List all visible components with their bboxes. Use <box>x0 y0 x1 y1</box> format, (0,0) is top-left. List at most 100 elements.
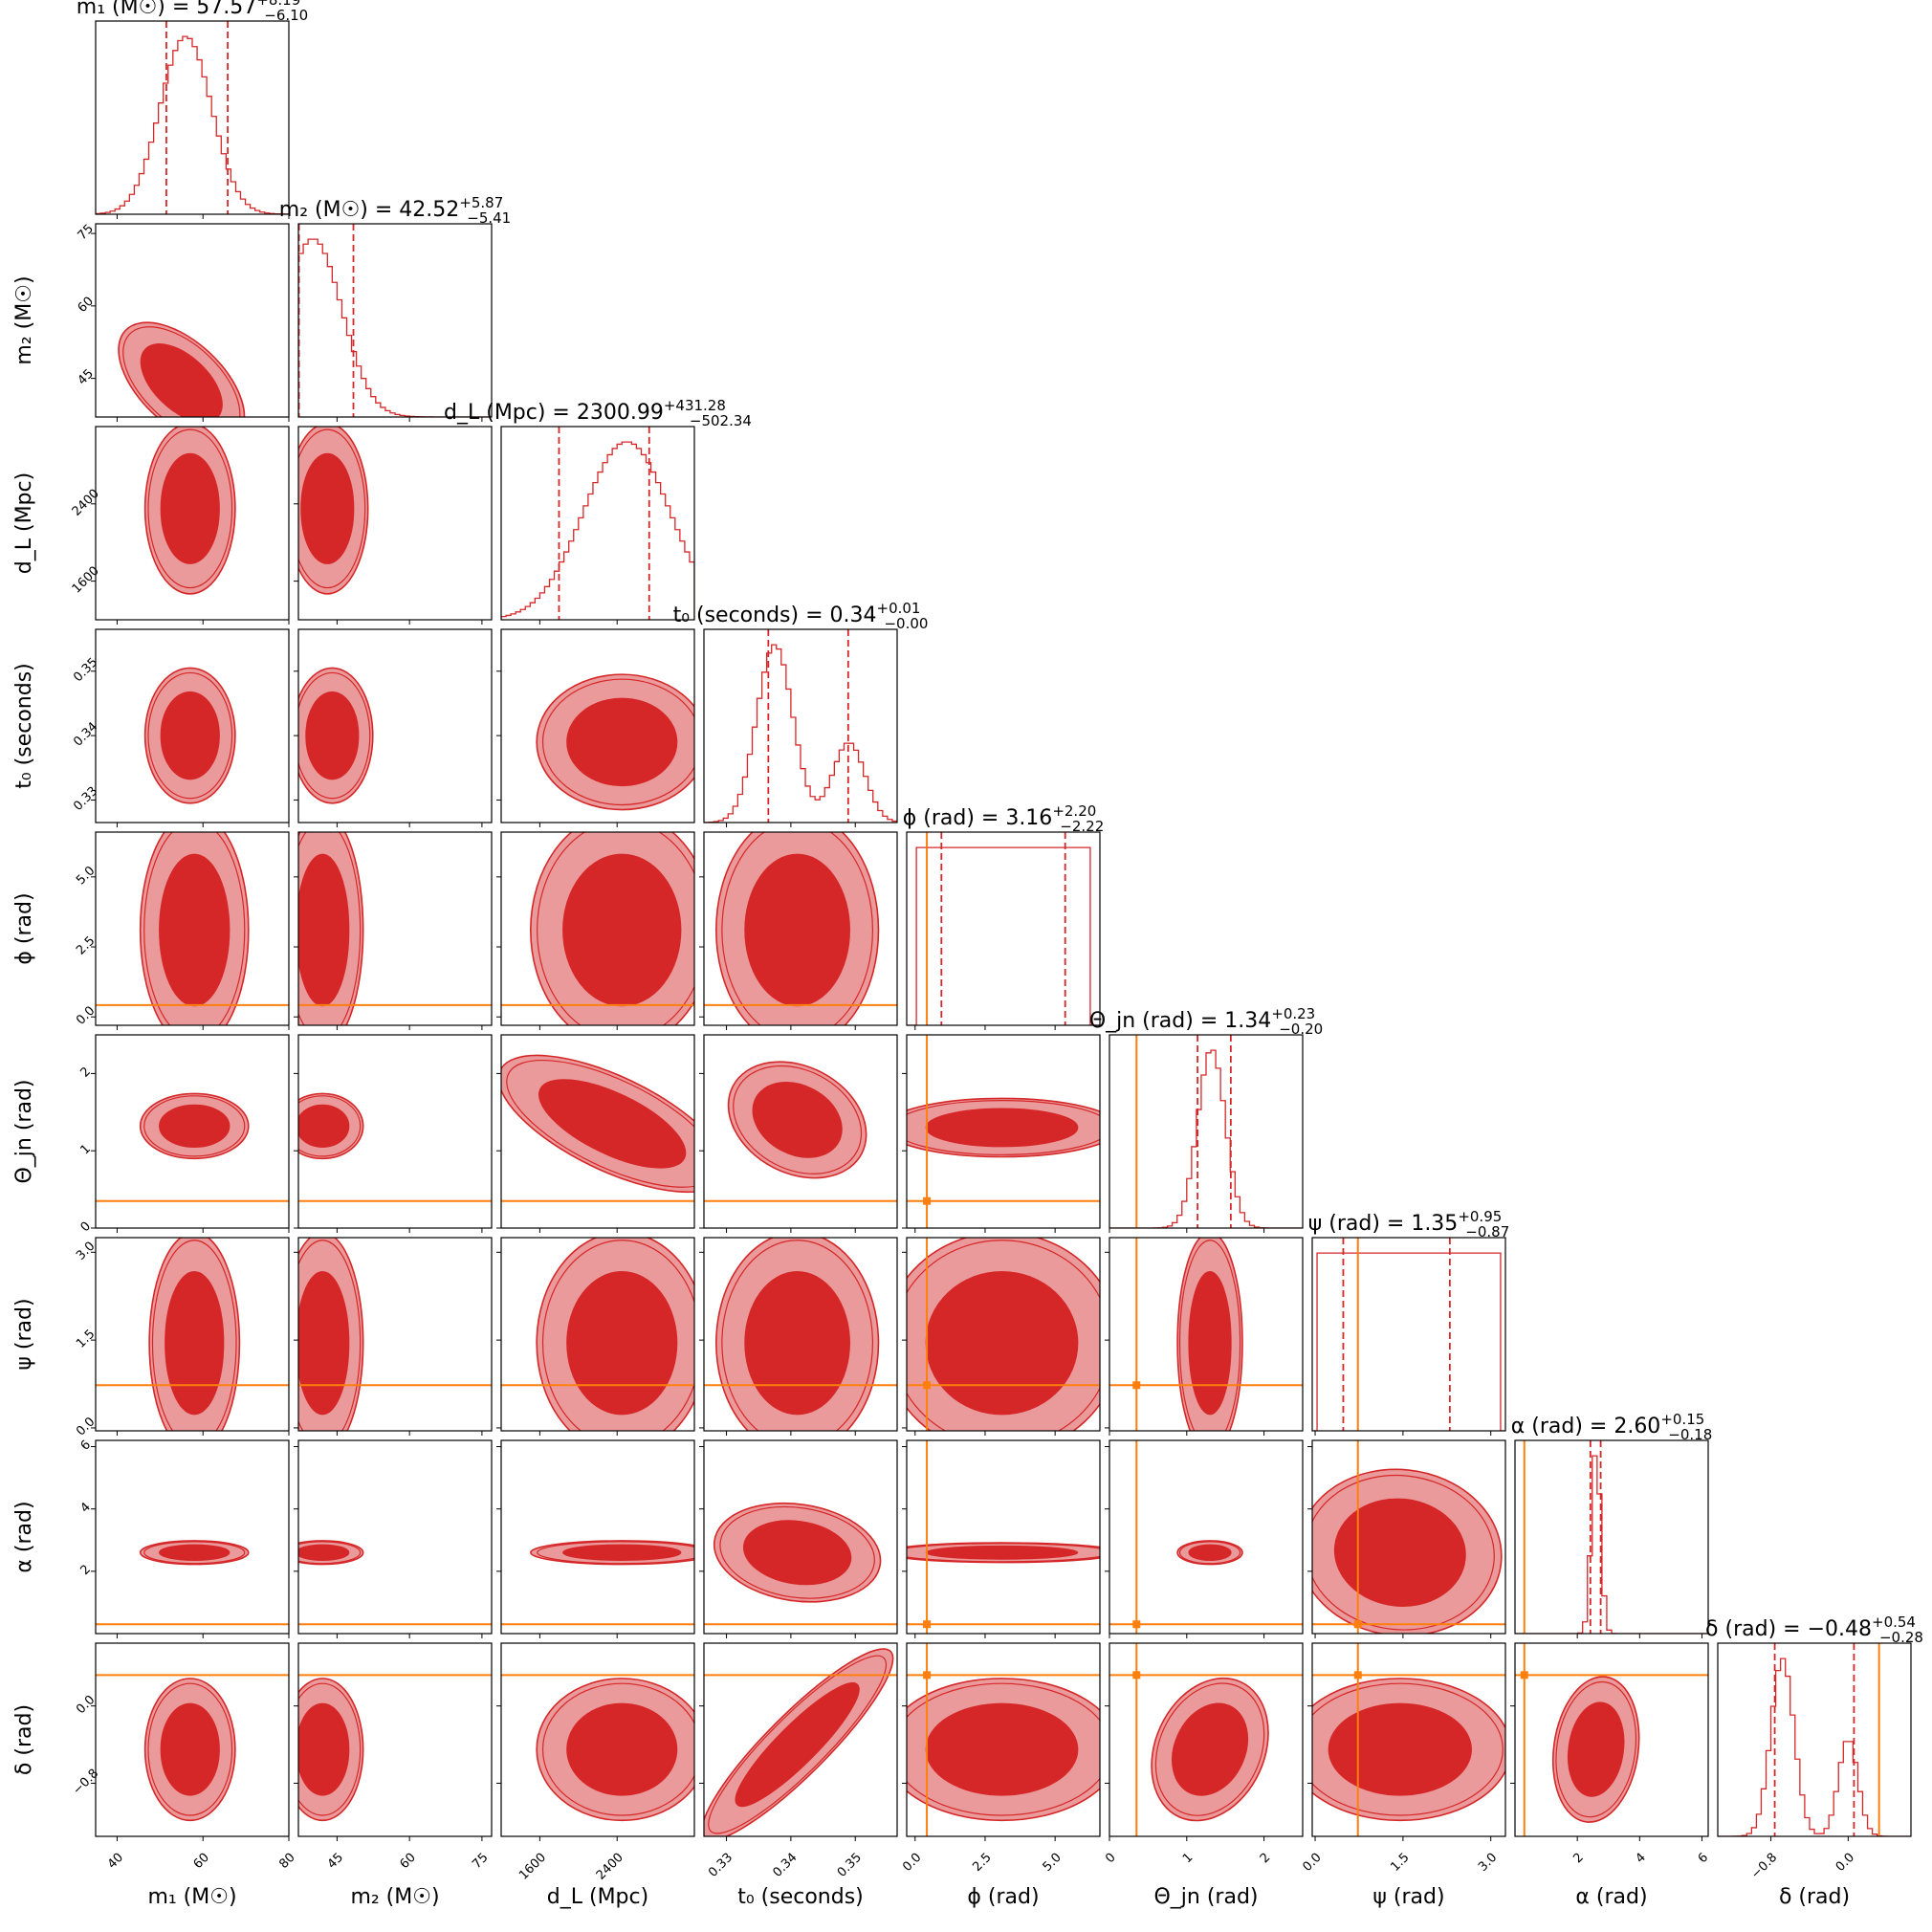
xtick-label-alpha-0: 2 <box>1570 1851 1586 1866</box>
histogram-m1 <box>96 21 289 214</box>
ytick-label-psi-0: 0.0 <box>74 1415 98 1438</box>
contour-outer2-m2-psi <box>298 1240 362 1431</box>
panel-title-m1: m₁ (M☉) = 57.57+8.19 −6.10 <box>77 0 308 24</box>
ytick-label-alpha-1: 4 <box>78 1500 94 1515</box>
density-m1-t0 <box>143 667 236 804</box>
density-dl-alpha <box>501 1540 694 1626</box>
contour-inner-m2-dl <box>300 452 355 564</box>
density-psi-alpha <box>1312 1440 1505 1634</box>
contour-outer2-t0-delta <box>708 1655 888 1834</box>
contour-outer2-psi-alpha <box>1312 1474 1495 1631</box>
contour-inner-m1-t0 <box>160 691 220 780</box>
panel-title-main-t0: t₀ (seconds) = 0.34 <box>673 604 877 627</box>
xtick-label-alpha-2: 6 <box>1696 1851 1711 1866</box>
xtick-label-m2-0: 45 <box>325 1851 346 1872</box>
xaxis-label-phi: ϕ (rad) <box>967 1885 1039 1909</box>
panel-title-main-theta: Θ_jn (rad) = 1.34 <box>1089 1009 1271 1033</box>
yaxis-label-m2: m₂ (M☉) <box>12 275 36 364</box>
panel-frame-4-0 <box>95 831 290 1026</box>
panel-frame-7-1 <box>297 1439 493 1635</box>
panel-title-phi: ϕ (rad) = 3.16+2.20 −2.22 <box>903 802 1105 835</box>
panel-frame-8-6 <box>1311 1642 1506 1837</box>
xtick-label-m1-0: 40 <box>105 1851 126 1872</box>
contour-inner-dl-psi <box>566 1271 678 1416</box>
truth-marker-theta-alpha <box>1132 1620 1141 1629</box>
contour-outer2-dl-phi <box>537 832 694 1025</box>
histogram-step-theta <box>1109 1049 1303 1228</box>
panel-frame-8-0 <box>95 1642 290 1837</box>
yaxis-label-t0: t₀ (seconds) <box>12 663 36 789</box>
density-theta-psi <box>1109 1238 1303 1431</box>
contour-outer2-m1-theta <box>143 1095 246 1157</box>
panel-frame-1-1 <box>297 223 493 418</box>
density-theta-delta <box>1109 1643 1303 1836</box>
panel-title-dl: d_L (Mpc) = 2300.99+431.28 −502.34 <box>444 397 752 429</box>
histogram-m2 <box>298 224 492 417</box>
contour-inner-dl-theta <box>538 1079 687 1169</box>
contour-outer2-dl-psi <box>541 1240 694 1431</box>
histogram-step-t0 <box>704 644 897 823</box>
density-phi-alpha <box>907 1440 1100 1634</box>
contour-inner-dl-t0 <box>566 697 678 787</box>
density-t0-alpha <box>704 1502 897 1626</box>
panel-frame-8-1 <box>297 1642 493 1837</box>
panel-title-plus-m2: +5.87 <box>459 194 503 211</box>
xtick-label-phi-2: 5.0 <box>1041 1851 1065 1875</box>
panel-title-minus-psi: −0.87 <box>1465 1223 1509 1240</box>
xaxis-label-theta: Θ_jn (rad) <box>1153 1885 1258 1909</box>
panel-frame-8-4 <box>906 1642 1101 1837</box>
xtick-label-m2-1: 60 <box>397 1851 418 1872</box>
density-m2-dl <box>298 427 369 595</box>
contour-inner-m1-m2 <box>140 343 223 417</box>
contour-outer2-phi-psi <box>907 1240 1100 1431</box>
contour-outer2-m1-alpha <box>143 1541 246 1565</box>
density-m1-alpha <box>96 1540 289 1626</box>
ytick-label-phi-0: 0.0 <box>74 1004 98 1028</box>
xtick-label-alpha-1: 4 <box>1634 1851 1649 1866</box>
contour-outer2-m2-phi <box>298 832 362 1025</box>
histogram-step-m1 <box>96 35 289 214</box>
xtick-label-psi-0: 0.0 <box>1300 1851 1324 1875</box>
contour-outer2-m2-delta <box>298 1682 362 1816</box>
histogram-step-alpha <box>1515 1455 1708 1634</box>
panel-frame-7-7 <box>1514 1439 1709 1635</box>
density-m1-psi <box>96 1238 289 1431</box>
contour-inner-dl-delta <box>566 1702 678 1796</box>
contour-inner-t0-theta <box>752 1082 843 1158</box>
contour-outer2-alpha-delta <box>1555 1680 1637 1818</box>
contour-outer2-t0-phi <box>721 832 873 1025</box>
contour-outer2-t0-psi <box>721 1240 873 1431</box>
contour-inner-dl-phi <box>562 853 682 1007</box>
xtick-label-dl-1: 2400 <box>594 1851 626 1883</box>
density-phi-theta <box>907 1035 1100 1228</box>
histogram-dl <box>501 427 694 620</box>
yaxis-label-psi: ψ (rad) <box>12 1298 36 1370</box>
xtick-label-m1-1: 60 <box>191 1851 212 1872</box>
density-m1-m2 <box>118 321 246 417</box>
xtick-label-theta-0: 0 <box>1103 1851 1118 1866</box>
panel-frame-3-1 <box>297 628 493 823</box>
panel-title-main-dl: d_L (Mpc) = 2300.99 <box>444 401 664 425</box>
contour-outer2-phi-theta <box>907 1100 1100 1155</box>
truth-marker-phi-alpha <box>923 1620 932 1629</box>
contour-inner-psi-delta <box>1328 1702 1472 1796</box>
contour-outer2-m1-m2 <box>122 326 241 417</box>
ytick-label-t0-0: 0.33 <box>71 784 100 814</box>
contour-inner-m2-phi <box>298 853 350 1007</box>
ytick-label-t0-2: 0.35 <box>71 655 100 685</box>
density-m1-dl <box>143 427 236 595</box>
panel-title-plus-m1: +8.19 <box>256 0 300 9</box>
ytick-label-phi-2: 5.0 <box>74 864 98 888</box>
truth-marker-psi-delta <box>1353 1671 1362 1680</box>
histogram-step-psi <box>1312 1252 1505 1431</box>
ytick-label-alpha-0: 2 <box>78 1563 94 1578</box>
density-m1-delta <box>96 1674 289 1822</box>
panel-title-minus-m1: −6.10 <box>264 7 308 24</box>
ytick-label-theta-0: 0 <box>78 1219 94 1235</box>
panel-title-minus-dl: −502.34 <box>690 412 752 429</box>
panel-frame-0-0 <box>95 20 290 215</box>
ytick-label-m2-1: 60 <box>76 295 97 316</box>
panel-title-minus-theta: −0.20 <box>1279 1021 1323 1038</box>
contour-outer2-m2-t0 <box>298 671 371 800</box>
histogram-step-dl <box>501 441 694 620</box>
